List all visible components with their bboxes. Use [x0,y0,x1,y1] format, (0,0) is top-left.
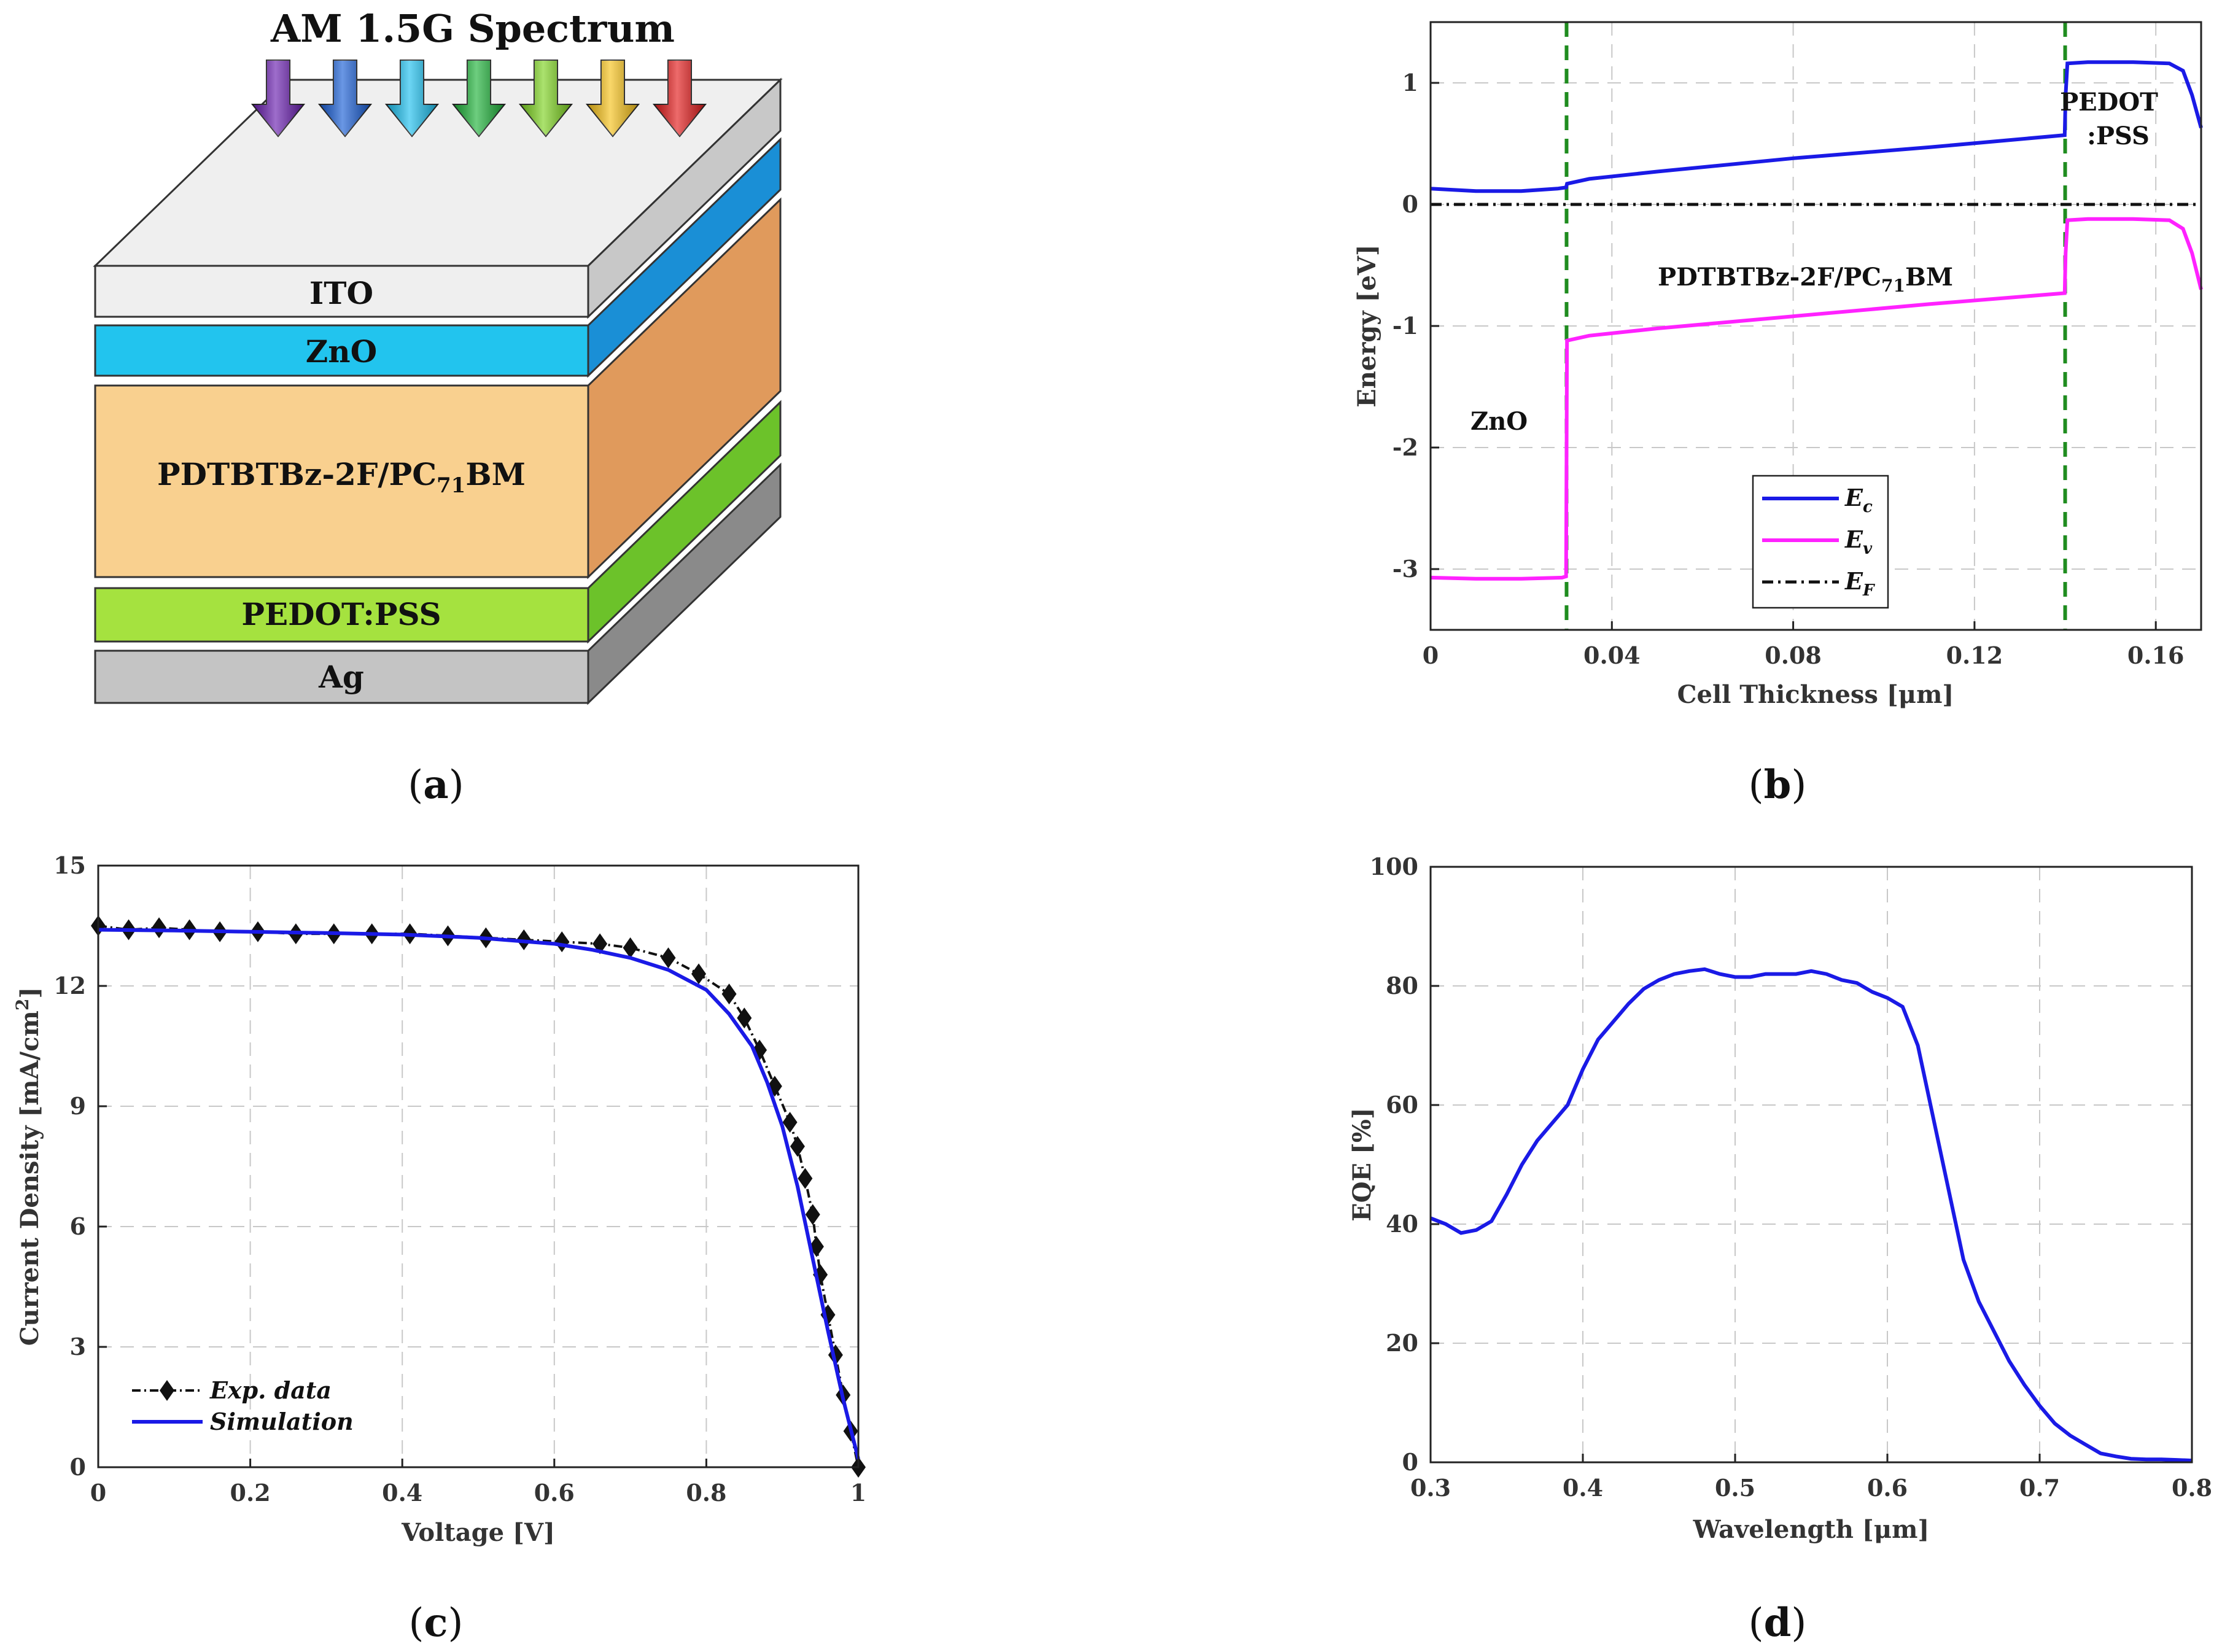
exp-data-point [798,1168,813,1189]
plot-b-ylabel: Energy [eV] [1353,244,1381,408]
y-tick-label: 3 [70,1333,86,1360]
ag-label: Ag [318,659,364,695]
spectrum-arrow-shade [453,60,505,136]
spectrum-arrows [251,60,707,138]
plot-d-frame [1429,866,2193,1464]
series-ev [1430,217,2203,581]
spectrum-arrow-shade [252,60,304,136]
y-tick-label: -3 [1393,555,1418,583]
legend-sim-label: Simulation [210,1408,354,1435]
x-tick-label: 0.2 [230,1479,271,1507]
exp-data-point [691,963,707,985]
active-label: PDTBTBz-2F/PC71BM [157,456,526,498]
series-eqe [1429,967,2193,1463]
plot-c-frame [97,864,860,1468]
plot-d-xlabel: Wavelength [μm] [1693,1515,1930,1544]
x-tick-label: 0.6 [1867,1474,1908,1502]
y-tick-label: 9 [70,1092,86,1120]
pedot-label: PEDOT:PSS [241,596,441,632]
panel-d-eqe: 0.3 0.4 0.5 0.6 0.7 0.8 0 20 40 60 80 100 Wavelengt… [1348,853,2212,1544]
pedot-layer [94,587,589,643]
panel-label-c: (c) [409,1600,464,1646]
spectrum-arrow-shade [319,60,371,136]
spectrum-arrow-shade [587,60,639,136]
panel-label-b: (b) [1749,762,1807,808]
legend-ev-label: Ev [1844,525,1873,558]
panel-b-band-diagram: 0 0.04 0.08 0.12 0.16 -3 -2 -1 0 1 Cell Thickness… [1353,21,2203,709]
annotation-pedot: PEDOT [2060,88,2158,117]
x-tick-label: 1 [850,1479,866,1507]
x-tick-label: 0.4 [382,1479,422,1507]
panel-label-d: (d) [1749,1600,1807,1646]
ito-label: ITO [309,275,373,311]
exp-data-point [623,937,638,958]
y-tick-label: -2 [1393,433,1418,461]
ag-layer [94,650,589,704]
plot-d-ylabel: EQE [%] [1348,1107,1377,1222]
y-tick-label: 15 [53,851,86,879]
y-tick-label: 40 [1386,1210,1418,1238]
exp-data-point [782,1112,798,1133]
exp-data-point [790,1136,805,1157]
ito-layer [94,265,589,318]
y-tick-label: 20 [1386,1329,1418,1357]
x-tick-label: 0.8 [2172,1474,2212,1502]
spectrum-arrow-shade [520,60,572,136]
spectrum-title: AM 1.5G Spectrum [270,6,675,51]
exp-data-point [152,917,167,939]
x-tick-label: 0.7 [2019,1474,2060,1502]
legend-exp-marker [160,1380,174,1401]
series-ec [1430,60,2203,193]
panel-label-a: (a) [408,762,464,808]
x-tick-label: 0.12 [1946,642,2003,669]
x-tick-label: 0.5 [1715,1474,1755,1502]
x-tick-label: 0.04 [1583,642,1641,669]
zno-label: ZnO [306,333,377,370]
legend-exp-label: Exp. data [209,1376,332,1404]
x-tick-label: 0 [90,1479,106,1507]
y-tick-label: 6 [70,1212,86,1240]
annotation-pss: :PSS [2087,122,2150,150]
x-tick-label: 0.08 [1765,642,1822,669]
plot-b-legend: Ec Ev EF [1752,475,1889,609]
y-tick-label: 1 [1402,69,1418,96]
y-tick-label: 100 [1370,853,1418,880]
x-tick-label: 0.6 [534,1479,575,1507]
plot-b-frame [1429,21,2202,631]
exp-data-point [737,1007,752,1029]
zno-layer [94,324,589,377]
x-tick-label: 0.3 [1410,1474,1451,1502]
panel-c-jv-curve: 0 0.2 0.4 0.6 0.8 1 0 3 6 9 12 15 Voltage [V] Curre… [12,851,866,1547]
spectrum-arrow-shade [654,60,705,136]
active-layer [94,384,589,578]
plot-c-xlabel: Voltage [V] [401,1518,555,1547]
y-tick-label: 0 [1402,190,1418,218]
x-tick-label: 0.8 [686,1479,726,1507]
exp-data-point [721,983,737,1005]
plot-c-ylabel: Current Density [mA/cm2] [12,987,44,1346]
x-tick-label: 0 [1423,642,1439,669]
exp-data-point [805,1204,820,1225]
y-tick-label: 0 [1402,1448,1418,1476]
annotation-active: PDTBTBz-2F/PC71BM [1658,263,1953,296]
panel-a-device-stack: AM 1.5G Spectrum Ag PEDOT:PSS PDTBTBz-2F… [93,6,783,705]
y-tick-label: 12 [53,972,86,999]
annotation-zno: ZnO [1470,407,1528,436]
exp-data-point [554,931,570,953]
exp-data-point [661,947,676,969]
y-tick-label: 60 [1386,1091,1418,1119]
plot-b-xlabel: Cell Thickness [μm] [1677,680,1954,709]
x-tick-label: 0.16 [2127,642,2185,669]
legend-ec-label: Ec [1844,484,1873,516]
plot-c-legend: Exp. data Simulation [132,1376,354,1435]
legend-ef-label: EF [1844,567,1875,600]
y-tick-label: 80 [1386,972,1418,999]
y-tick-label: 0 [70,1453,86,1481]
y-tick-label: -1 [1393,312,1418,339]
series-simulation [98,928,860,1460]
x-tick-label: 0.4 [1563,1474,1603,1502]
spectrum-arrow-shade [386,60,438,136]
